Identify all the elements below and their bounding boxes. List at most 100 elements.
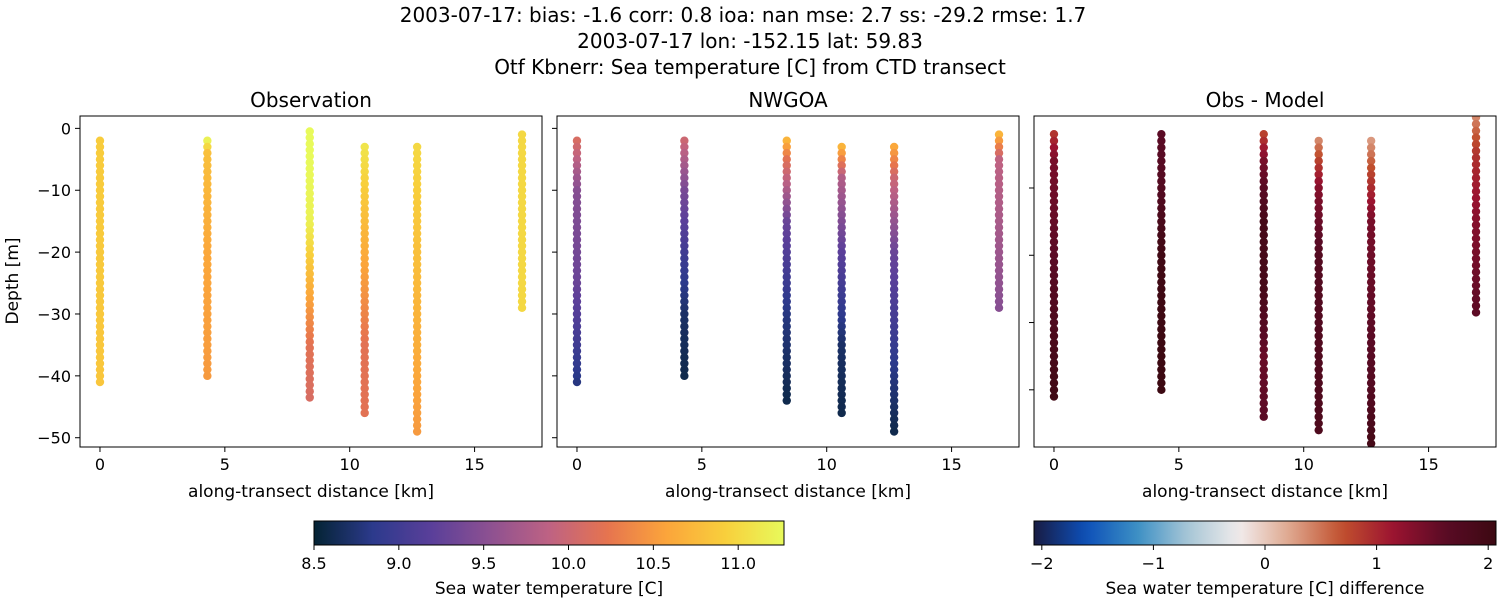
data-point-station-2 (680, 322, 689, 331)
data-point-station-1 (1049, 129, 1059, 139)
data-point-station-6 (994, 186, 1004, 195)
data-point-station-4 (837, 272, 846, 282)
data-point-station-3 (782, 272, 791, 282)
data-point-station-3 (1259, 143, 1268, 152)
data-point-station-1 (95, 334, 105, 343)
data-point-station-1 (95, 167, 105, 176)
data-point-station-3 (782, 210, 791, 220)
data-point-station-1 (572, 365, 582, 374)
data-point-station-2 (1157, 143, 1166, 152)
data-point-station-2 (203, 173, 212, 183)
data-point-station-4 (837, 198, 846, 207)
data-point-station-3 (1259, 271, 1268, 280)
data-point-station-1 (1049, 298, 1059, 307)
y-tick-label: −40 (37, 367, 71, 386)
data-point-station-4 (837, 402, 846, 411)
data-point-station-2 (203, 216, 212, 226)
colorbar-tick-label: −1 (1142, 554, 1166, 573)
data-point-station-2 (1157, 136, 1166, 146)
data-point-station-1 (95, 204, 105, 214)
data-point-station-2 (203, 161, 212, 170)
data-point-station-3 (782, 179, 791, 189)
data-point-station-5 (1366, 358, 1376, 368)
data-point-station-3 (1259, 304, 1268, 314)
data-point-station-4 (1314, 419, 1323, 428)
data-point-station-5 (1366, 183, 1376, 193)
data-point-station-2 (203, 340, 212, 350)
data-point-station-1 (1049, 304, 1059, 314)
data-point-station-6 (1471, 146, 1481, 156)
data-point-station-6 (1471, 187, 1481, 196)
data-point-station-4 (1314, 358, 1323, 368)
data-point-station-6 (1471, 308, 1481, 317)
data-point-station-6 (517, 155, 527, 164)
data-point-station-3 (782, 142, 791, 152)
data-point-station-1 (572, 359, 582, 368)
data-point-station-5 (1366, 271, 1376, 280)
data-point-station-3 (1259, 358, 1268, 368)
data-point-station-4 (1314, 143, 1323, 152)
data-point-station-4 (360, 328, 369, 337)
data-point-station-6 (994, 179, 1004, 189)
data-point-station-4 (1314, 203, 1323, 213)
data-point-station-1 (572, 235, 582, 244)
data-point-station-4 (837, 161, 846, 170)
data-point-station-3 (782, 266, 791, 275)
data-point-station-5 (1366, 345, 1376, 354)
data-point-station-6 (994, 303, 1004, 312)
colorbar-tick-label: 11.0 (720, 554, 756, 573)
data-point-station-5 (889, 365, 899, 374)
data-point-station-2 (1157, 217, 1166, 226)
data-point-station-5 (1366, 351, 1376, 361)
data-point-station-1 (1049, 291, 1059, 300)
data-point-station-3 (1259, 136, 1268, 146)
data-point-station-4 (1314, 291, 1323, 300)
data-point-station-6 (1471, 240, 1481, 250)
data-point-station-5 (1366, 251, 1376, 260)
data-point-station-4 (837, 384, 846, 393)
data-point-station-4 (837, 247, 846, 257)
data-point-station-5 (889, 204, 899, 214)
data-point-station-6 (994, 216, 1004, 226)
data-point-station-5 (1366, 170, 1376, 179)
data-point-station-2 (680, 291, 689, 300)
data-point-station-2 (680, 254, 689, 263)
data-point-station-5 (1366, 177, 1376, 186)
data-point-station-2 (203, 241, 212, 251)
data-point-station-5 (889, 260, 899, 269)
data-point-station-2 (203, 303, 212, 312)
data-point-station-2 (680, 173, 689, 183)
y-tick-label: 0 (61, 119, 71, 138)
data-point-station-6 (1471, 193, 1481, 203)
colorbar-gradient (1033, 520, 1497, 546)
data-point-station-1 (572, 204, 582, 214)
data-point-station-1 (572, 353, 582, 362)
data-point-station-3 (1259, 351, 1268, 361)
data-point-station-2 (1157, 311, 1166, 321)
data-point-station-4 (837, 291, 846, 300)
data-point-station-3 (305, 244, 314, 254)
data-point-station-6 (994, 161, 1004, 170)
data-point-station-2 (203, 328, 212, 337)
data-point-station-5 (1366, 385, 1376, 395)
x-tick-label: 15 (464, 455, 484, 474)
data-point-station-3 (305, 393, 314, 402)
data-point-station-4 (1314, 331, 1323, 341)
data-point-station-2 (203, 266, 212, 275)
data-point-station-5 (889, 353, 899, 362)
data-point-station-3 (782, 278, 791, 288)
y-tick-label: −20 (37, 243, 71, 262)
data-point-station-4 (837, 254, 846, 263)
data-point-station-5 (1366, 150, 1376, 159)
data-point-station-1 (95, 173, 105, 183)
data-point-station-5 (889, 216, 899, 226)
data-point-station-2 (203, 365, 212, 374)
data-point-station-2 (1157, 163, 1166, 173)
data-point-station-4 (837, 371, 846, 381)
data-point-station-4 (360, 402, 369, 411)
y-tick-label: −50 (37, 429, 71, 448)
data-point-station-3 (1259, 203, 1268, 213)
data-point-station-5 (412, 340, 422, 350)
data-point-station-1 (1049, 190, 1059, 199)
data-point-station-3 (305, 362, 314, 371)
